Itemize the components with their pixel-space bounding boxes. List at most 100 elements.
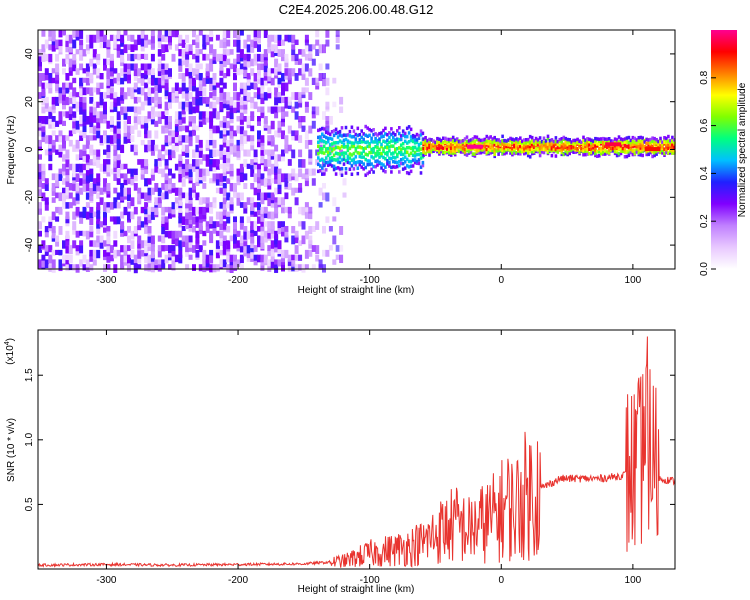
heatmap-cell xyxy=(89,211,94,218)
heatmap-cell xyxy=(178,49,183,57)
heatmap-cell xyxy=(399,161,403,166)
heatmap-cell xyxy=(68,34,73,44)
heatmap-cell xyxy=(446,137,449,142)
heatmap-cell xyxy=(116,111,121,121)
heatmap-cell xyxy=(154,206,159,215)
heatmap-cell xyxy=(226,96,231,105)
heatmap-cell xyxy=(79,187,84,195)
heatmap-cell xyxy=(113,159,118,168)
heatmap-cell xyxy=(390,165,393,170)
heatmap-cell xyxy=(448,144,451,149)
heatmap-cell xyxy=(58,92,63,101)
heatmap-cell xyxy=(198,197,203,205)
heatmap-cell xyxy=(386,133,389,137)
heatmap-cell xyxy=(536,149,540,154)
heatmap-cell xyxy=(374,164,377,169)
heatmap-cell xyxy=(79,116,84,124)
heatmap-cell xyxy=(92,49,97,58)
heatmap-cell xyxy=(44,68,49,75)
heatmap-cell xyxy=(342,157,346,161)
heatmap-cell xyxy=(215,34,220,41)
heatmap-cell xyxy=(239,216,244,223)
heatmap-cell xyxy=(137,34,142,42)
heatmap-cell xyxy=(133,44,138,51)
heatmap-cell xyxy=(174,87,179,97)
heatmap-cell xyxy=(75,163,80,173)
heatmap-cell xyxy=(326,136,330,141)
heatmap-cell xyxy=(79,101,84,108)
heatmap-cell xyxy=(103,240,107,247)
heatmap-cell xyxy=(41,87,46,97)
heatmap-cell xyxy=(568,138,571,142)
heatmap-cell xyxy=(507,147,510,152)
heatmap-cell xyxy=(219,178,224,186)
heatmap-cell xyxy=(109,216,114,222)
heatmap-cell xyxy=(154,96,159,105)
heatmap-cell xyxy=(451,149,455,153)
heatmap-cell xyxy=(250,221,255,231)
heatmap-cell xyxy=(513,151,516,156)
heatmap-cell xyxy=(51,96,56,105)
heatmap-cell xyxy=(185,163,190,173)
heatmap-cell xyxy=(304,77,309,86)
heatmap-cell xyxy=(38,116,42,123)
heatmap-cell xyxy=(226,49,231,56)
heatmap-cell xyxy=(133,53,138,60)
heatmap-cell xyxy=(263,73,268,81)
heatmap-cell xyxy=(562,152,566,157)
heatmap-cell xyxy=(106,77,111,86)
heatmap-cell xyxy=(51,68,56,74)
heatmap-cell xyxy=(75,106,80,112)
heatmap-cell xyxy=(260,240,265,250)
heatmap-cell xyxy=(396,152,399,157)
heatmap-cell xyxy=(623,150,627,154)
heatmap-cell xyxy=(171,206,176,215)
heatmap-cell xyxy=(202,154,207,161)
heatmap-cell xyxy=(594,153,597,158)
heatmap-cell xyxy=(185,249,190,257)
heatmap-cell xyxy=(372,170,375,174)
heatmap-cell xyxy=(344,151,348,155)
heatmap-cell xyxy=(229,49,234,55)
heatmap-cell xyxy=(665,150,668,155)
heatmap-cell xyxy=(308,139,313,145)
heatmap-cell xyxy=(130,197,135,207)
heatmap-cell xyxy=(257,120,261,126)
heatmap-cell xyxy=(281,87,285,96)
heatmap-cell xyxy=(133,96,138,104)
heatmap-cell xyxy=(417,148,421,152)
heatmap-cell xyxy=(192,96,196,106)
heatmap-cell xyxy=(281,82,285,91)
heatmap-cell xyxy=(308,226,313,235)
heatmap-cell xyxy=(394,147,397,151)
heatmap-cell xyxy=(403,151,407,155)
heatmap-cell xyxy=(499,139,502,144)
heatmap-cell xyxy=(542,147,546,152)
heatmap-cell xyxy=(326,131,330,135)
heatmap-cell xyxy=(48,163,53,171)
heatmap-cell xyxy=(44,149,49,156)
heatmap-cell xyxy=(82,206,87,216)
heatmap-cell xyxy=(413,145,417,150)
heatmap-cell xyxy=(344,145,348,149)
heatmap-cell xyxy=(284,226,289,232)
heatmap-cell xyxy=(75,206,80,216)
heatmap-cell xyxy=(509,139,512,143)
heatmap-cell xyxy=(85,68,90,77)
heatmap-cell xyxy=(332,216,337,222)
heatmap-cell xyxy=(68,163,73,171)
heatmap-cell xyxy=(475,148,479,153)
heatmap-cell xyxy=(58,135,63,143)
heatmap-cell xyxy=(161,77,166,86)
heatmap-cell xyxy=(89,111,94,120)
heatmap-cell xyxy=(432,149,435,153)
heatmap-cell xyxy=(161,154,166,161)
heatmap-cell xyxy=(301,264,306,273)
heatmap-cell xyxy=(113,92,118,99)
heatmap-cell xyxy=(328,156,332,161)
heatmap-cell xyxy=(62,168,66,176)
heatmap-cell xyxy=(147,178,152,185)
heatmap-cell xyxy=(483,147,487,151)
heatmap-cell xyxy=(613,149,617,154)
heatmap-cell xyxy=(446,144,449,148)
